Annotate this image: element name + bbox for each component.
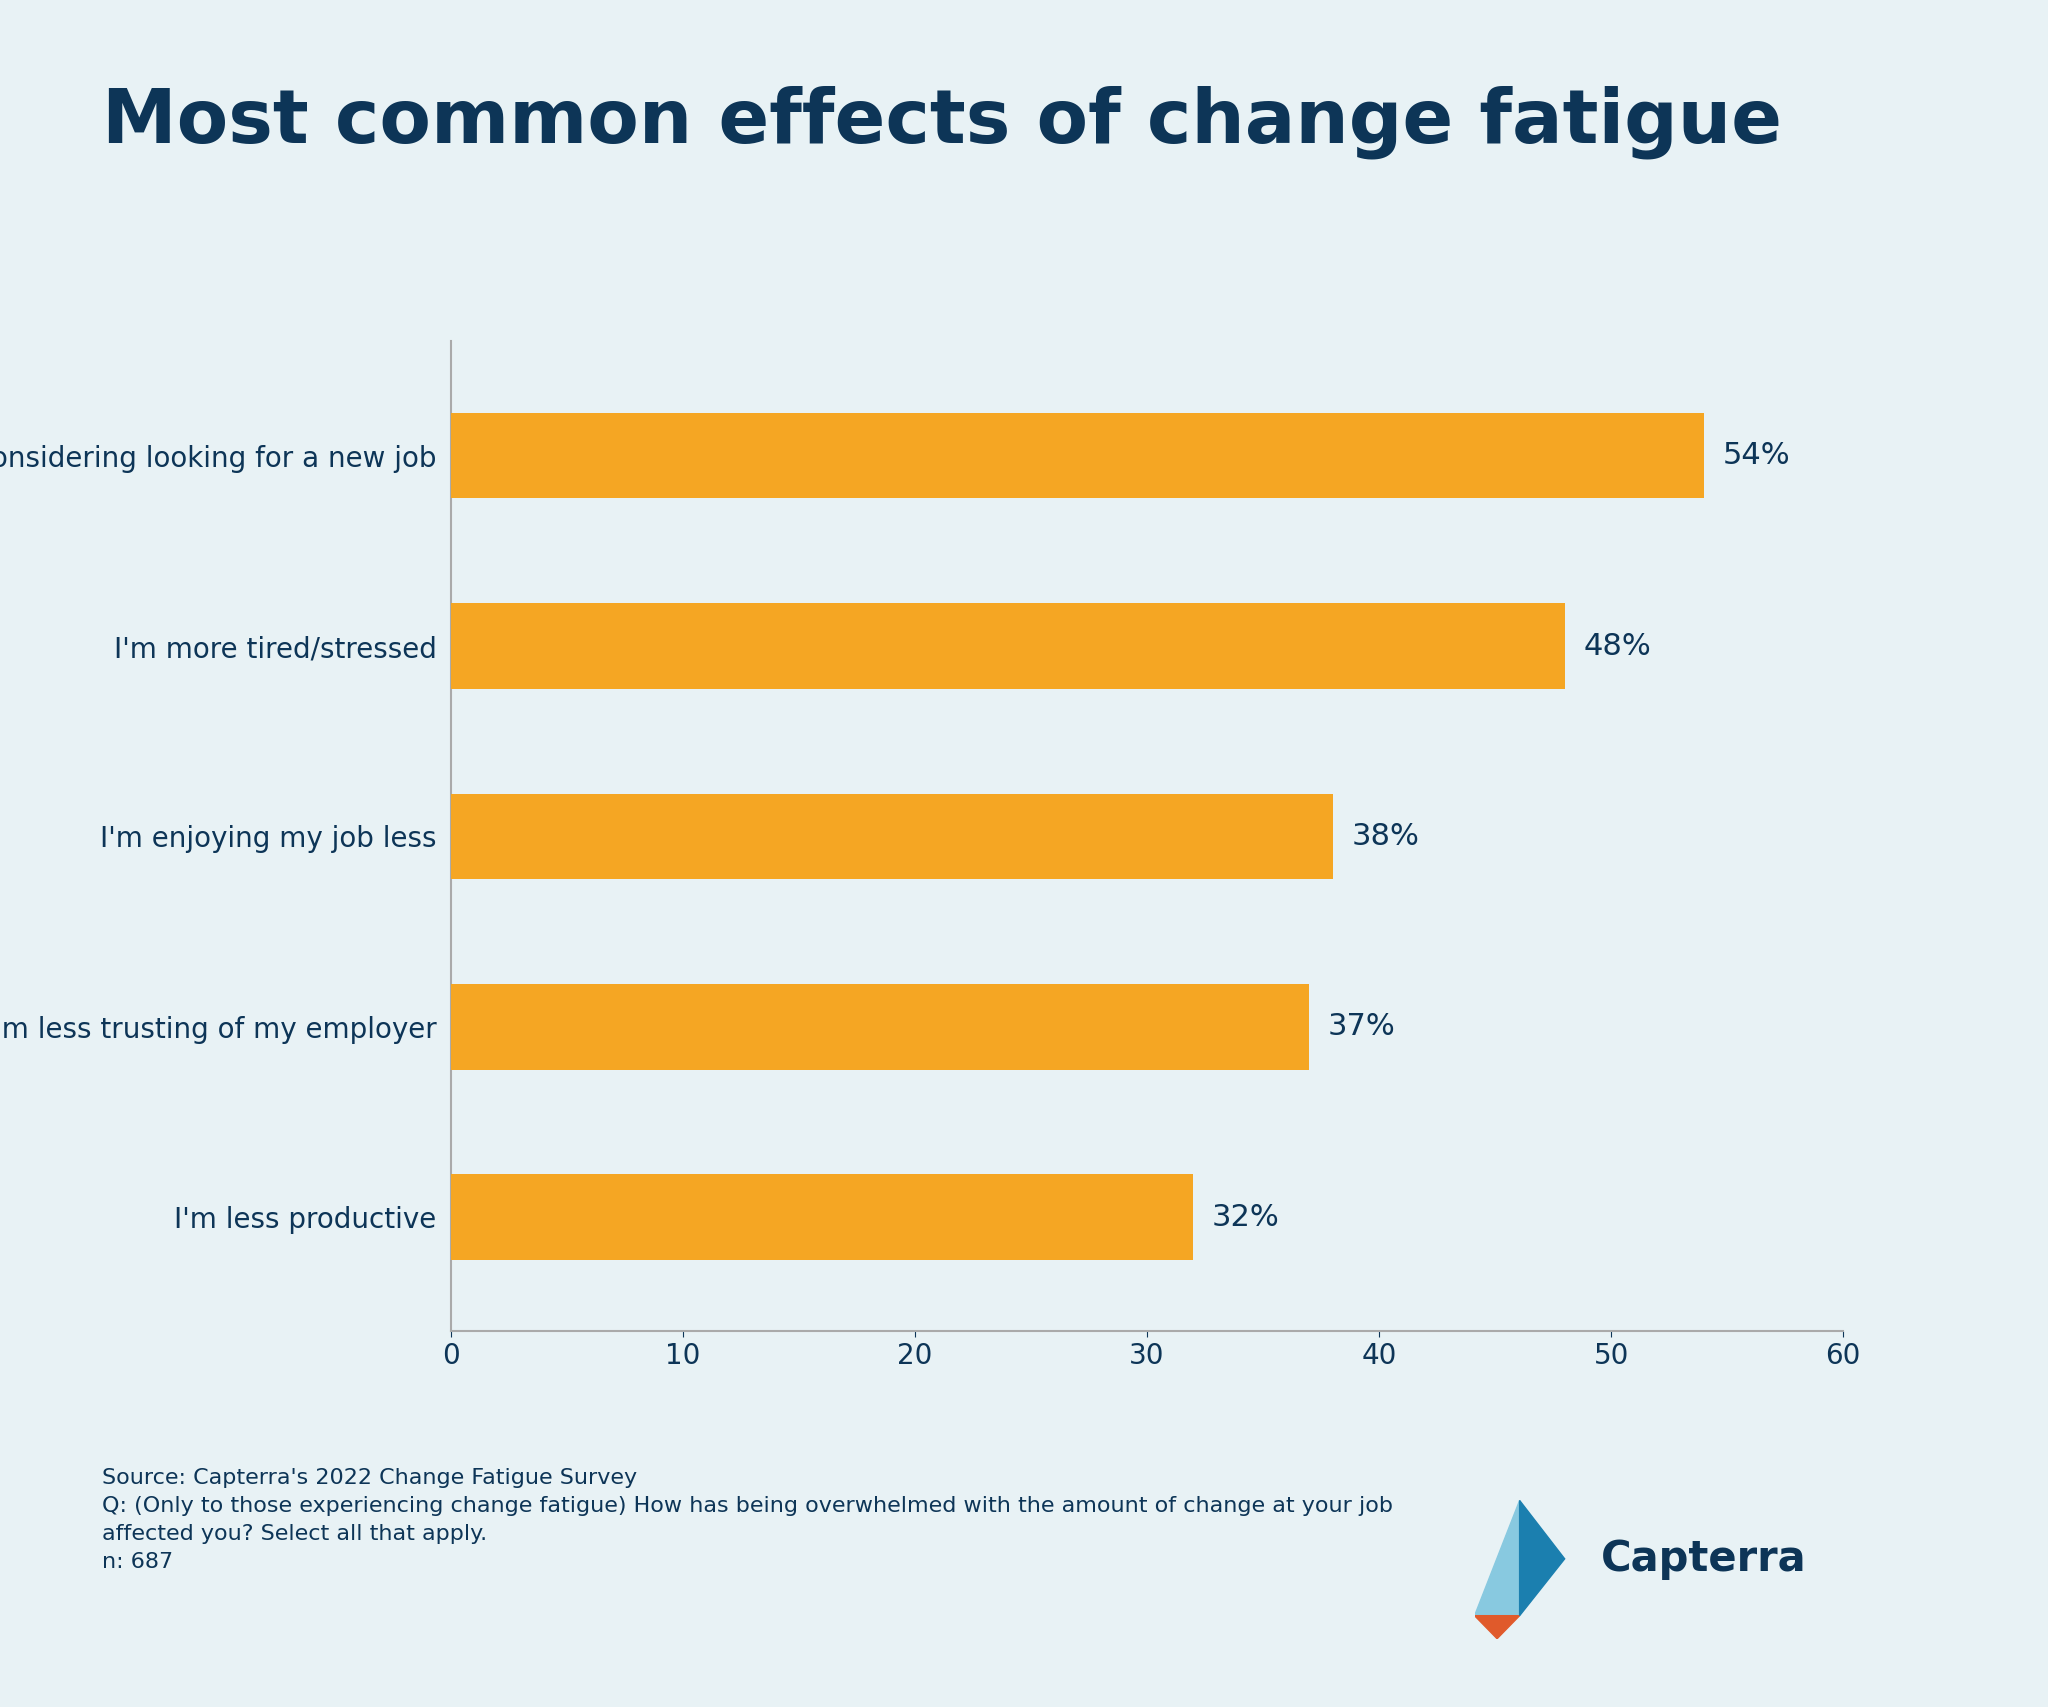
Polygon shape [1475, 1500, 1520, 1615]
Polygon shape [1520, 1500, 1565, 1615]
Bar [451, 603, 1565, 690]
Text: Source: Capterra's 2022 Change Fatigue Survey
Q: (Only to those experiencing cha: Source: Capterra's 2022 Change Fatigue S… [102, 1468, 1393, 1572]
Bar [451, 413, 1704, 498]
Bar [451, 983, 1309, 1070]
Polygon shape [1475, 1615, 1520, 1639]
Bar [451, 794, 1333, 879]
Text: Capterra: Capterra [1602, 1538, 1806, 1581]
Text: 48%: 48% [1583, 632, 1651, 661]
Text: 38%: 38% [1352, 823, 1419, 850]
Text: 32%: 32% [1212, 1203, 1280, 1232]
Text: 54%: 54% [1722, 440, 1790, 469]
Text: 37%: 37% [1327, 1012, 1395, 1041]
Bar [451, 1174, 1194, 1260]
Text: Most common effects of change fatigue: Most common effects of change fatigue [102, 85, 1782, 159]
